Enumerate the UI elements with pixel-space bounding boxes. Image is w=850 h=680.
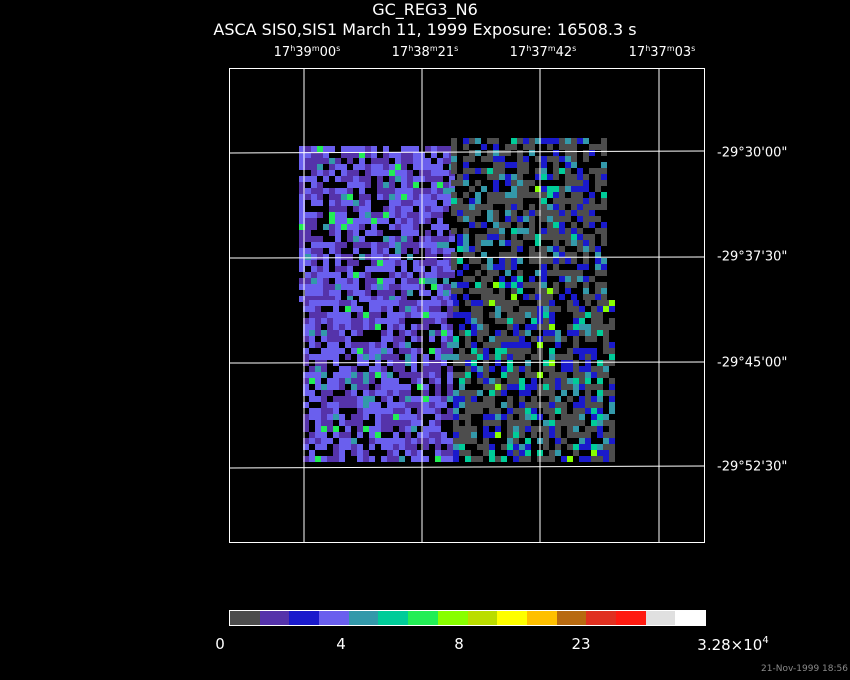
colorbar-swatch (348, 611, 379, 625)
coordinate-grid (229, 68, 705, 543)
colorbar-swatch (586, 611, 616, 625)
ra-tick-label: 17h37m42s (509, 44, 577, 60)
colorbar-swatch (259, 611, 290, 625)
colorbar-swatch (526, 611, 557, 625)
colorbar-swatch (497, 611, 527, 625)
colorbar-swatch (645, 611, 676, 625)
ra-tick-label: 17h38m21s (391, 44, 459, 60)
ra-tick-label: 17h37m03s (628, 44, 696, 60)
colorbar-swatch (615, 611, 646, 625)
ra-tick-label: 17h39m00s (273, 44, 341, 60)
timestamp: 21-Nov-1999 18:56 (761, 664, 848, 674)
dec-tick-label: -29°52'30" (717, 459, 788, 475)
colorbar-swatch (378, 611, 409, 625)
xray-image-map (229, 68, 705, 543)
colorbar-swatch (408, 611, 438, 625)
colorbar-swatch (675, 611, 705, 625)
dec-tick-label: -29°30'00" (717, 145, 788, 161)
dec-tick-label: -29°45'00" (717, 355, 788, 371)
colorbar-swatch (467, 611, 498, 625)
colorbar-swatch (230, 611, 260, 625)
colorbar-swatch (319, 611, 349, 625)
colorbar-label: 0 (215, 635, 225, 653)
colorbar-label: 8 (454, 635, 464, 653)
colorbar-label: 4 (336, 635, 346, 653)
observation-subtitle: ASCA SIS0,SIS1 March 11, 1999 Exposure: … (213, 20, 637, 39)
plot-frame (229, 68, 705, 543)
image-title: GC_REG3_N6 (372, 0, 478, 19)
colorbar-label: 23 (571, 635, 591, 653)
colorbar-swatch (556, 611, 587, 625)
colorbar-max-label: 3.28×104 (697, 635, 769, 654)
dec-tick-label: -29°37'30" (717, 249, 788, 265)
colorbar-swatch (437, 611, 468, 625)
detector-image (299, 138, 615, 462)
colorbar (229, 610, 706, 626)
colorbar-swatch (289, 611, 320, 625)
